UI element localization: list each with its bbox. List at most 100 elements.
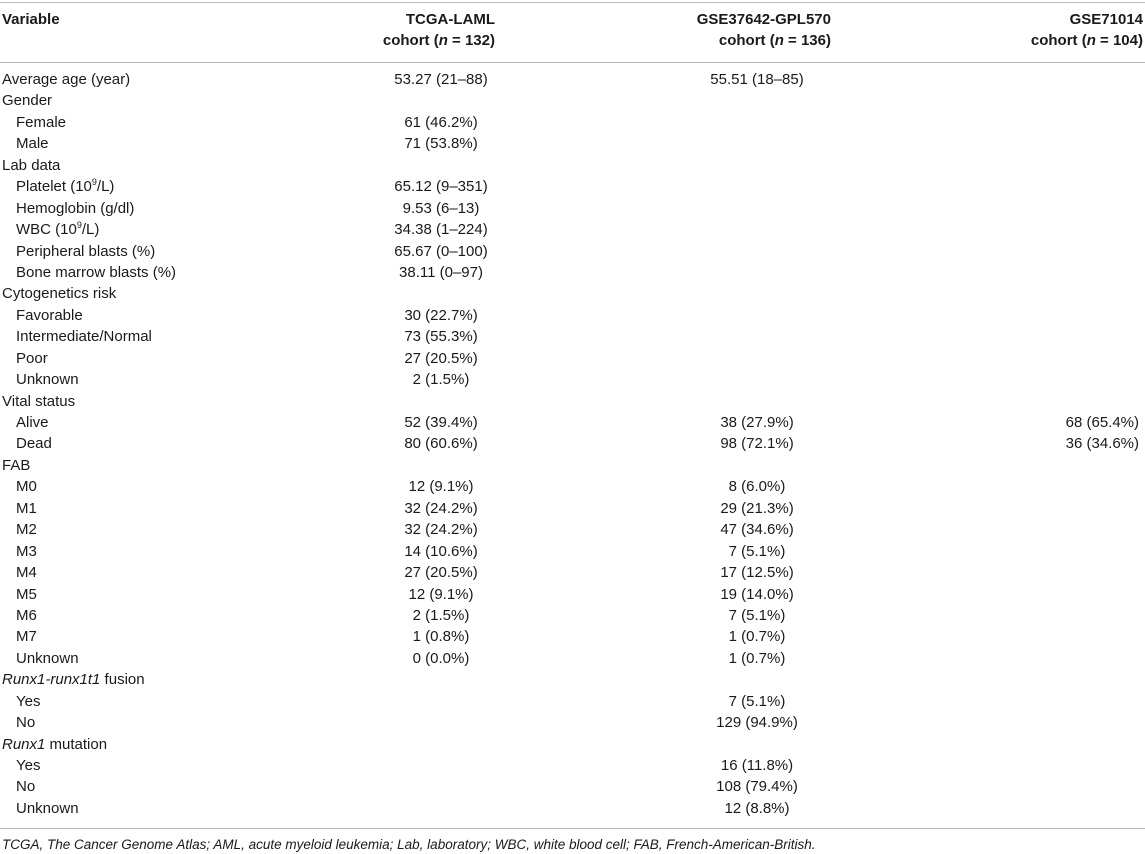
table-row: M3 14 (10.6%) 7 (5.1%) (0, 541, 1145, 562)
table-row: Favorable 30 (22.7%) (0, 305, 1145, 326)
row-label: Cytogenetics risk (2, 283, 116, 304)
row-label: Male (16, 133, 49, 154)
row-label-text: Alive (16, 414, 49, 431)
table-bottom-rule (0, 828, 1145, 829)
gse71014-value: 36 (34.6%) (1065, 435, 1139, 453)
row-label-text: M2 (16, 521, 37, 539)
table-row: Cytogenetics risk (0, 283, 1145, 304)
gse37642-value: 47 (34.6%) (720, 521, 794, 539)
row-label-text: No (16, 714, 36, 732)
row-label: Alive (16, 412, 49, 433)
table-body: Average age (year) 53.27 (21–88) 55.51 (18… (0, 69, 1145, 819)
row-label: Average age (year) (2, 69, 130, 90)
row-label: Intermediate/Normal (16, 326, 152, 347)
row-label: Lab data (2, 155, 60, 176)
header-gse71014-count: = 104) (1095, 32, 1143, 49)
row-label-text: Unknown (16, 649, 79, 667)
table-row: Female 61 (46.2%) (0, 112, 1145, 133)
table-row: Runx1-runx1t1 fusion (0, 669, 1145, 690)
table-row: M2 32 (24.2%) 47 (34.6%) (0, 519, 1145, 540)
header-gse71014-n: n (1086, 32, 1096, 49)
tcga-value: 2 (1.5%) (412, 606, 470, 624)
tcga-value: 80 (60.6%) (404, 435, 478, 453)
tcga-value: 30 (22.7%) (404, 306, 478, 324)
gse37642-value: 7 (5.1%) (728, 542, 786, 560)
row-label-superscript: 9 (76, 220, 82, 231)
row-label: Yes (16, 691, 40, 712)
gse37642-value: 1 (0.7%) (728, 628, 786, 646)
header-gse37642-line1: GSE37642-GPL570 (696, 11, 831, 28)
row-label: Bone marrow blasts (%) (16, 262, 176, 283)
row-label-text: M7 (16, 628, 37, 646)
row-label-text: Average age (year) (2, 71, 131, 88)
table-header: Variable TCGA-LAML cohort (n = 132) GSE3… (0, 8, 1145, 62)
row-label: M2 (16, 519, 37, 540)
row-label-text: Vital status (2, 392, 76, 410)
gse37642-value: 12 (8.8%) (724, 799, 790, 817)
table-row: M4 27 (20.5%) 17 (12.5%) (0, 562, 1145, 583)
row-label-text: M5 (16, 585, 37, 603)
table-row: Gender (0, 90, 1145, 111)
row-label: M7 (16, 626, 37, 647)
tcga-value: 61 (46.2%) (404, 113, 478, 131)
row-label: Hemoglobin (g/dl) (16, 198, 134, 219)
row-label-text: M4 (16, 564, 37, 582)
row-label-text: M0 (16, 478, 37, 496)
table-row: M0 12 (9.1%) 8 (6.0%) (0, 476, 1145, 497)
header-gse37642-n: n (774, 32, 784, 49)
row-label: Yes (16, 755, 40, 776)
row-label: M4 (16, 562, 37, 583)
row-label: M5 (16, 584, 37, 605)
header-gse37642-count: = 136) (783, 32, 831, 49)
row-label: Runx1-runx1t1 fusion (2, 669, 145, 690)
row-label-post: mutation (45, 735, 108, 753)
row-label: FAB (2, 455, 30, 476)
tcga-value: 38.11 (0–97) (399, 263, 483, 281)
row-label: Dead (16, 433, 52, 454)
header-tcga-n: n (438, 32, 448, 49)
row-label-text: Hemoglobin (g/dl) (16, 199, 135, 217)
gse37642-value: 29 (21.3%) (720, 499, 794, 517)
table-row: Lab data (0, 155, 1145, 176)
table-row: No 129 (94.9%) (0, 712, 1145, 733)
row-label-text: Intermediate/Normal (16, 328, 152, 346)
gse37642-value: 7 (5.1%) (728, 692, 786, 710)
row-label-pre: Platelet (10 (16, 178, 92, 196)
table-row: M7 1 (0.8%) 1 (0.7%) (0, 626, 1145, 647)
tcga-value: 65.67 (0–100) (394, 242, 488, 260)
header-gse37642: GSE37642-GPL570 cohort (n = 136) (697, 9, 831, 51)
table-row: Intermediate/Normal 73 (55.3%) (0, 326, 1145, 347)
table-header-rule (0, 62, 1145, 63)
header-gse71014-line2: cohort (n = 104) (1031, 30, 1143, 51)
header-gse37642-cohort: cohort ( (718, 32, 775, 49)
tcga-value: 32 (24.2%) (404, 499, 478, 517)
row-label: Favorable (16, 305, 83, 326)
header-gse37642-line2: cohort (n = 136) (697, 30, 831, 51)
tcga-value: 52 (39.4%) (404, 414, 478, 431)
row-label-post: fusion (100, 671, 145, 689)
header-gse71014-line1: GSE71014 (1069, 11, 1143, 28)
header-tcga-laml: TCGA-LAML cohort (n = 132) (383, 9, 495, 51)
tcga-value: 14 (10.6%) (404, 542, 478, 560)
row-label-text: Yes (16, 692, 41, 710)
row-label: Peripheral blasts (%) (16, 241, 155, 262)
table-row: M6 2 (1.5%) 7 (5.1%) (0, 605, 1145, 626)
header-variable: Variable (2, 11, 60, 28)
table-row: No 108 (79.4%) (0, 776, 1145, 797)
table-row: Average age (year) 53.27 (21–88) 55.51 (18… (0, 69, 1145, 90)
header-gse71014-cohort: cohort ( (1030, 32, 1087, 49)
table-row: Vital status (0, 391, 1145, 412)
header-tcga-count: = 132) (447, 32, 495, 49)
row-label: No (16, 776, 35, 797)
row-label-text: Cytogenetics risk (2, 285, 117, 303)
gse71014-value: 68 (65.4%) (1065, 414, 1139, 431)
row-label-gene: Runx1 (2, 735, 46, 753)
tcga-value: 27 (20.5%) (404, 349, 478, 367)
row-label-text: M1 (16, 499, 37, 517)
table-row: Unknown 0 (0.0%) 1 (0.7%) (0, 648, 1145, 669)
table-row: FAB (0, 455, 1145, 476)
header-tcga-line2: cohort (n = 132) (383, 30, 495, 51)
row-label-superscript: 9 (91, 177, 97, 188)
table-row: Platelet (109/L) 65.12 (9–351) (0, 176, 1145, 197)
table-footnote: TCGA, The Cancer Genome Atlas; AML, acut… (2, 837, 816, 852)
